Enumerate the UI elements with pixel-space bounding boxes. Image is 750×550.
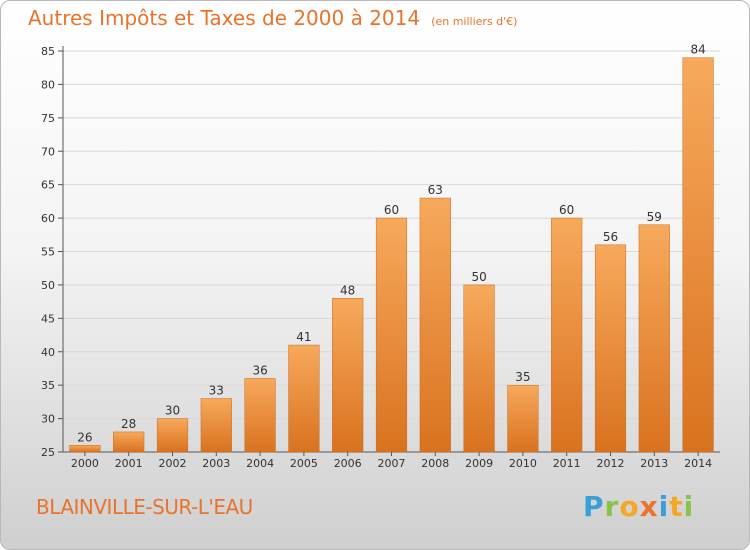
logo-letter: o <box>619 490 640 523</box>
place-name: BLAINVILLE-SUR-L'EAU <box>36 495 253 519</box>
bar <box>463 284 495 453</box>
data-label: 30 <box>165 404 180 418</box>
logo-letter: t <box>669 490 684 523</box>
y-tick-label: 50 <box>41 279 55 292</box>
data-label: 84 <box>690 43 705 57</box>
data-label: 60 <box>384 203 399 217</box>
data-label: 59 <box>647 210 662 224</box>
labels: 25 30 35 40 45 50 55 60 65 70 75 80 85 2000 26 2001 28 20… <box>41 43 712 470</box>
x-tick-label: 2011 <box>553 457 581 470</box>
y-tick-label: 25 <box>41 446 55 459</box>
x-tick-label: 2002 <box>159 457 187 470</box>
bar <box>113 431 145 453</box>
y-tick-label: 80 <box>41 78 55 91</box>
data-label: 41 <box>296 330 311 344</box>
logo-letter: x <box>639 490 659 523</box>
y-tick-label: 45 <box>41 312 55 325</box>
data-label: 50 <box>471 270 486 284</box>
data-label: 26 <box>77 430 92 444</box>
bar <box>551 217 583 453</box>
logo-letter: P <box>583 490 605 523</box>
chart-title: Autres Impôts et Taxes de 2000 à 2014 (e… <box>28 6 517 30</box>
bar <box>156 418 189 453</box>
chart-unit-note: (en milliers d'€) <box>431 15 518 28</box>
x-tick-label: 2003 <box>202 457 230 470</box>
data-label: 33 <box>209 384 224 398</box>
bar <box>332 298 364 453</box>
bar <box>69 445 101 453</box>
x-tick-label: 2007 <box>378 457 406 470</box>
bar <box>638 224 670 453</box>
data-label: 60 <box>559 203 574 217</box>
data-label: 35 <box>515 370 530 384</box>
y-tick-label: 30 <box>41 413 55 426</box>
x-tick-label: 2010 <box>509 457 537 470</box>
bar <box>507 384 539 453</box>
x-tick-label: 2009 <box>465 457 493 470</box>
logo-letter: i <box>658 490 670 523</box>
logo-letter: r <box>604 490 620 523</box>
bar <box>288 344 320 453</box>
x-tick-label: 2013 <box>640 457 668 470</box>
y-tick-label: 35 <box>41 379 55 392</box>
data-label: 28 <box>121 417 136 431</box>
y-tick-label: 85 <box>41 45 55 58</box>
bar <box>682 57 714 453</box>
y-tick-label: 70 <box>41 145 55 158</box>
bar <box>375 217 408 453</box>
bar <box>419 197 451 453</box>
x-tick-label: 2005 <box>290 457 318 470</box>
bar <box>200 398 232 453</box>
bars <box>69 57 714 453</box>
data-label: 56 <box>603 230 618 244</box>
y-tick-label: 40 <box>41 346 55 359</box>
x-tick-label: 2008 <box>421 457 449 470</box>
bar <box>244 378 276 453</box>
y-tick-label: 75 <box>41 112 55 125</box>
y-tick-label: 55 <box>41 246 55 259</box>
logo-letter: i <box>683 490 695 523</box>
data-label: 36 <box>252 363 267 377</box>
x-tick-label: 2001 <box>115 457 143 470</box>
x-tick-label: 2000 <box>71 457 99 470</box>
x-tick-label: 2004 <box>246 457 274 470</box>
proxiti-logo: Proxiti <box>583 490 694 523</box>
x-tick-label: 2006 <box>334 457 362 470</box>
y-tick-label: 60 <box>41 212 55 225</box>
data-label: 48 <box>340 283 355 297</box>
bar <box>594 244 627 453</box>
data-label: 63 <box>428 183 443 197</box>
x-tick-label: 2012 <box>597 457 625 470</box>
chart-title-text: Autres Impôts et Taxes de 2000 à 2014 <box>28 6 421 30</box>
y-tick-label: 65 <box>41 179 55 192</box>
x-tick-label: 2014 <box>684 457 712 470</box>
